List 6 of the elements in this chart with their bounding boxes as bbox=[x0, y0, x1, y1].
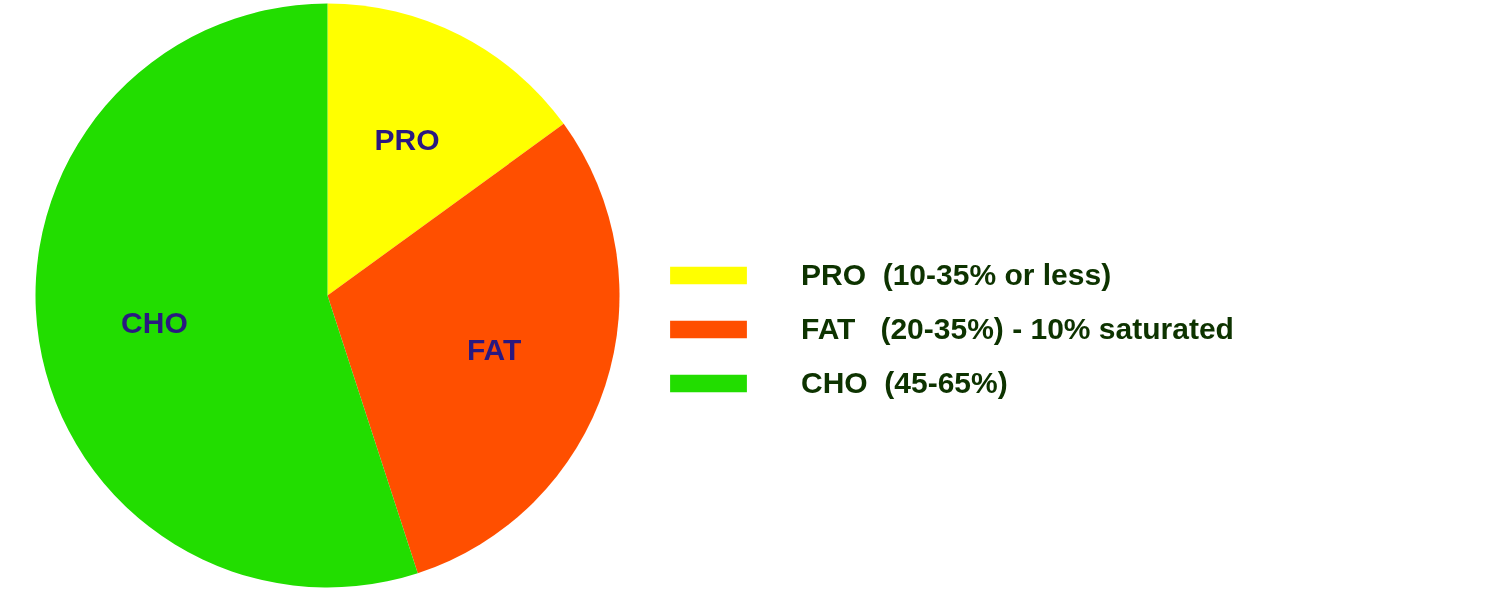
text: PRO bbox=[374, 122, 440, 156]
text: CHO bbox=[121, 306, 188, 340]
text: FAT bbox=[466, 333, 522, 367]
legend-label: PRO (10-35% or less) bbox=[801, 258, 1112, 292]
legend-label: FAT (20-35%) - 10% saturated bbox=[801, 312, 1234, 346]
legend-label: CHO (45-65%) bbox=[801, 366, 1008, 400]
